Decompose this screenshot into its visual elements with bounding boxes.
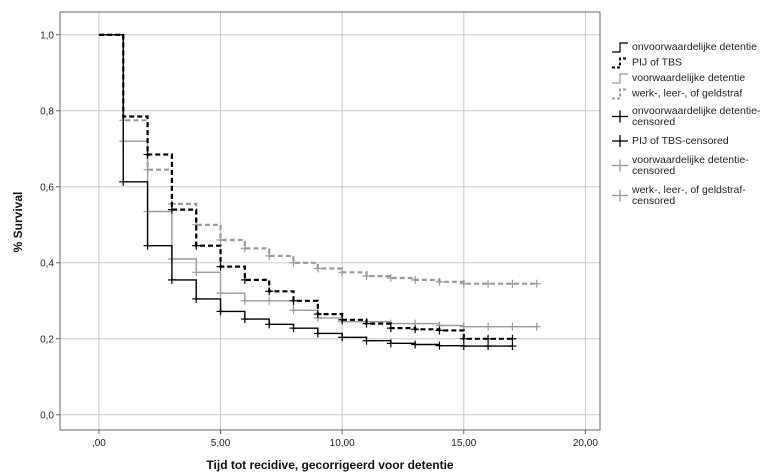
- censored-marker: [167, 275, 176, 284]
- x-tick-label: 15,00: [451, 438, 476, 449]
- censored-marker: [216, 289, 225, 298]
- legend: onvoorwaardelijke detentie PIJ of TBS voor…: [612, 41, 761, 207]
- legend-label: censored: [632, 165, 675, 177]
- censored-marker: [508, 342, 517, 351]
- censored-marker: [411, 275, 420, 284]
- censored-marker: [313, 329, 322, 338]
- y-tick-label: 1,0: [40, 30, 54, 41]
- censored-marker: [386, 274, 395, 282]
- legend-swatch: [612, 88, 628, 100]
- series-line: [98, 34, 537, 328]
- y-axis-title: % Survival: [11, 192, 25, 253]
- x-tick-label: 20,00: [573, 438, 598, 449]
- series-1: [98, 33, 517, 343]
- series-0: [98, 34, 517, 351]
- grid-lines: [60, 12, 600, 430]
- censored-marker: [265, 287, 274, 296]
- y-tick-label: 0,2: [40, 334, 54, 345]
- censored-marker: [289, 258, 298, 267]
- censored-marker: [338, 315, 347, 324]
- censored-marker: [411, 325, 420, 334]
- censored-marker: [386, 339, 395, 348]
- legend-swatch: [612, 57, 628, 69]
- legend-label: onvoorwaardelijke detentie: [632, 41, 757, 53]
- censored-marker: [435, 341, 444, 350]
- censored-marker: [484, 334, 493, 343]
- legend-swatch: [612, 42, 628, 53]
- censored-marker: [484, 322, 493, 331]
- censored-marker: [532, 322, 541, 331]
- censored-marker: [119, 177, 128, 186]
- censored-marker: [265, 320, 274, 329]
- censored-marker: [435, 277, 444, 286]
- series-layer: [98, 33, 541, 351]
- censored-marker: [289, 296, 298, 305]
- censored-marker: [289, 324, 298, 333]
- censored-marker: [167, 205, 176, 214]
- y-tick-label: 0,4: [40, 258, 54, 269]
- censored-marker: [459, 322, 468, 331]
- censored-marker: [362, 336, 371, 345]
- censored-marker: [508, 334, 517, 343]
- legend-label: voorwaardelijke detentie: [632, 72, 745, 84]
- censored-marker: [240, 315, 249, 324]
- censored-marker: [240, 275, 249, 284]
- censored-marker: [338, 333, 347, 342]
- series-3: [98, 33, 541, 288]
- legend-label: onvoorwaardelijke detentie-: [632, 105, 761, 117]
- censored-marker: [459, 342, 468, 351]
- y-tick-label: 0,8: [40, 106, 54, 117]
- censored-marker: [216, 307, 225, 316]
- y-tick-label: 0,0: [40, 410, 54, 421]
- x-tick-label: 10,00: [330, 438, 355, 449]
- series-line: [98, 34, 513, 347]
- legend-label: PIJ of TBS: [632, 57, 682, 69]
- x-tick-label: ,00: [92, 438, 106, 449]
- censored-marker: [313, 310, 322, 319]
- censored-marker: [265, 296, 274, 305]
- legend-label: censored: [632, 195, 675, 207]
- censored-marker: [338, 268, 347, 277]
- censored-marker: [362, 272, 371, 281]
- censored-marker: [240, 296, 249, 305]
- censored-marker: [508, 279, 517, 288]
- x-tick-label: 5,00: [211, 438, 231, 449]
- censored-marker: [459, 334, 468, 343]
- censored-marker: [386, 324, 395, 333]
- legend-label: werk-, leer-, of geldstraf: [631, 88, 742, 100]
- x-axis-ticks: ,00 5,00 10,00 15,00 20,00: [92, 430, 598, 449]
- censored-marker: [459, 279, 468, 288]
- censored-marker: [362, 319, 371, 328]
- censored-marker: [192, 294, 201, 303]
- censored-marker: [411, 340, 420, 349]
- censored-marker: [484, 342, 493, 351]
- censored-marker: [143, 150, 152, 159]
- censored-marker: [484, 279, 493, 288]
- legend-label: voorwaardelijke detentie-: [632, 154, 749, 166]
- censored-marker: [508, 322, 517, 331]
- y-axis-ticks: 0,0 0,2 0,4 0,6 0,8 1,0: [40, 30, 60, 421]
- censored-marker: [313, 264, 322, 273]
- x-axis-title: Tijd tot recidive, gecorrigeerd voor det…: [206, 458, 453, 472]
- censored-marker: [240, 244, 249, 253]
- censored-marker: [192, 241, 201, 250]
- censored-marker: [216, 236, 225, 244]
- censored-marker: [435, 326, 444, 335]
- censored-marker: [143, 241, 152, 250]
- legend-swatch: [612, 73, 628, 84]
- censored-marker: [289, 306, 298, 315]
- legend-label: censored: [632, 116, 675, 128]
- censored-marker: [216, 262, 225, 271]
- censored-marker: [265, 251, 274, 260]
- legend-label: PIJ of TBS-censored: [632, 135, 729, 147]
- y-tick-label: 0,6: [40, 182, 54, 193]
- series-2: [98, 34, 541, 331]
- plot-frame: [59, 11, 601, 431]
- censored-marker: [532, 279, 541, 288]
- censored-marker: [192, 268, 201, 277]
- legend-label: werk-, leer-, of geldstraf-: [631, 184, 746, 196]
